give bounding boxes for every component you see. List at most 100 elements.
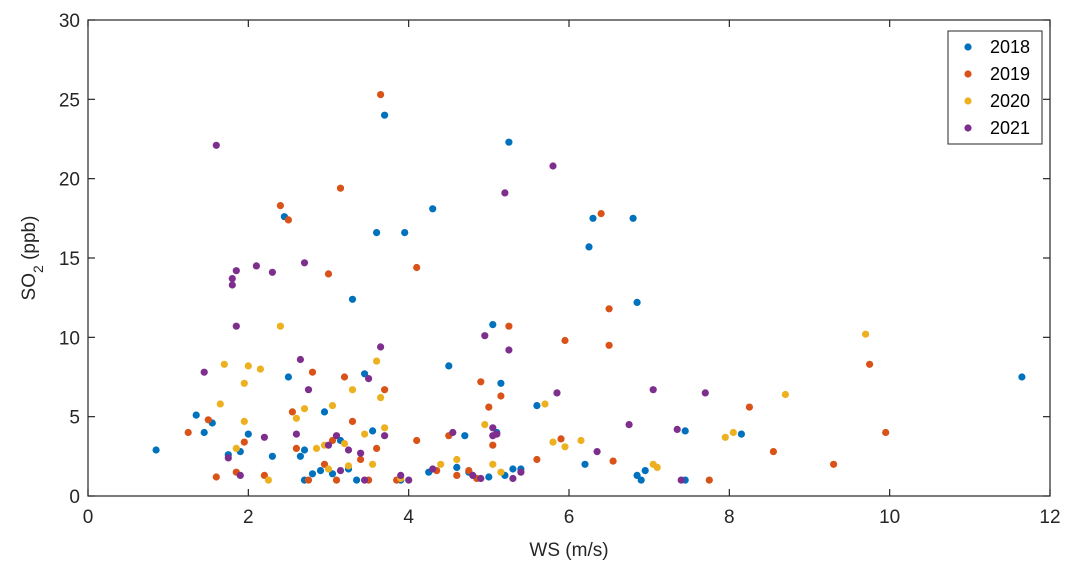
point-2018-53 — [1018, 373, 1026, 381]
point-2021-35 — [505, 346, 513, 354]
point-2018-31 — [461, 432, 469, 440]
point-2021-18 — [344, 446, 353, 454]
point-2019-40 — [597, 210, 605, 218]
point-2020-15 — [340, 440, 349, 448]
point-2021-16 — [332, 432, 341, 440]
point-2021-30 — [481, 332, 489, 340]
point-2019-36 — [505, 322, 513, 330]
point-2019-49 — [882, 428, 890, 437]
point-2018-11 — [300, 446, 309, 454]
point-2018-15 — [320, 408, 329, 416]
point-2020-32 — [577, 436, 585, 445]
point-2020-20 — [373, 357, 381, 365]
point-2020-21 — [377, 394, 385, 402]
point-2018-47 — [633, 471, 641, 479]
point-2021-38 — [549, 162, 557, 170]
point-2021-0 — [200, 368, 208, 376]
point-2019-29 — [453, 471, 461, 479]
point-2020-36 — [729, 428, 737, 437]
point-2020-13 — [324, 465, 333, 473]
point-2021-33 — [493, 430, 501, 438]
point-2018-42 — [581, 460, 589, 468]
point-2019-12 — [320, 460, 329, 468]
point-2021-11 — [292, 430, 300, 438]
point-2019-22 — [377, 91, 385, 99]
point-2019-8 — [288, 408, 296, 416]
plot-frame — [87, 19, 1051, 497]
point-2020-34 — [653, 463, 661, 471]
legend-label-2021: 2021 — [990, 118, 1030, 138]
point-2021-42 — [649, 386, 657, 394]
point-2021-45 — [701, 389, 709, 397]
y-tick-label-30: 30 — [59, 11, 80, 32]
point-2020-19 — [369, 460, 377, 468]
point-2020-16 — [344, 462, 353, 470]
point-2018-33 — [485, 473, 493, 481]
point-2021-22 — [377, 343, 385, 351]
point-2019-15 — [332, 476, 341, 484]
point-2020-9 — [292, 414, 300, 422]
point-2021-44 — [677, 476, 685, 484]
y-axis-label: SO2 (ppb) — [19, 216, 46, 301]
point-2018-13 — [308, 470, 317, 478]
point-2020-1 — [220, 360, 228, 368]
point-2021-34 — [501, 189, 509, 197]
legend-label-2018: 2018 — [990, 37, 1030, 57]
point-2018-36 — [497, 379, 505, 387]
point-2020-38 — [862, 330, 870, 338]
x-tick-label-8: 8 — [724, 507, 735, 528]
point-2018-34 — [489, 321, 497, 329]
point-2019-33 — [485, 403, 493, 411]
point-2019-17 — [340, 373, 349, 381]
y-axis-label-base: SO — [19, 273, 40, 300]
point-2019-48 — [866, 360, 874, 368]
point-2019-46 — [769, 448, 778, 456]
point-2018-22 — [369, 427, 377, 435]
point-2019-6 — [276, 202, 284, 210]
point-2021-12 — [296, 355, 304, 364]
point-2020-8 — [276, 322, 284, 330]
point-2020-6 — [256, 365, 264, 373]
point-2021-8 — [252, 262, 260, 270]
point-2020-25 — [453, 455, 461, 464]
point-2020-11 — [312, 444, 321, 452]
point-2021-2 — [224, 454, 232, 462]
point-2019-35 — [497, 392, 505, 400]
point-2020-17 — [348, 386, 357, 394]
point-2020-37 — [781, 390, 790, 399]
point-2021-1 — [212, 141, 220, 149]
point-2018-49 — [641, 467, 649, 475]
point-2018-14 — [316, 467, 325, 475]
point-2021-43 — [673, 425, 681, 433]
point-2021-4 — [228, 281, 236, 289]
point-2021-14 — [304, 386, 313, 394]
point-2021-17 — [336, 467, 345, 475]
point-2021-31 — [489, 424, 497, 432]
point-2019-26 — [413, 436, 421, 445]
point-2019-34 — [489, 441, 497, 449]
point-2019-5 — [260, 471, 268, 479]
point-2018-2 — [200, 428, 208, 437]
y-tick-label-0: 0 — [69, 487, 80, 508]
point-2019-7 — [284, 216, 292, 224]
point-2020-3 — [240, 379, 248, 387]
point-2018-19 — [348, 295, 357, 303]
y-tick-label-20: 20 — [59, 170, 80, 191]
point-2018-48 — [637, 476, 645, 484]
legend-marker-2020 — [964, 97, 972, 105]
point-2020-35 — [721, 433, 729, 441]
point-2019-30 — [465, 467, 473, 475]
point-2021-20 — [361, 476, 369, 484]
point-2019-10 — [304, 476, 313, 484]
legend-label-2020: 2020 — [990, 91, 1030, 111]
point-2018-28 — [429, 205, 437, 213]
x-tick-label-4: 4 — [403, 507, 414, 528]
point-2019-42 — [605, 341, 613, 349]
point-2020-22 — [381, 424, 389, 432]
point-2018-41 — [533, 402, 541, 410]
point-2018-38 — [505, 138, 513, 146]
point-2019-13 — [324, 270, 333, 278]
y-tick-label-10: 10 — [59, 328, 80, 349]
legend: 2018 2019 2020 2021 — [947, 30, 1043, 145]
point-2018-46 — [633, 298, 641, 306]
